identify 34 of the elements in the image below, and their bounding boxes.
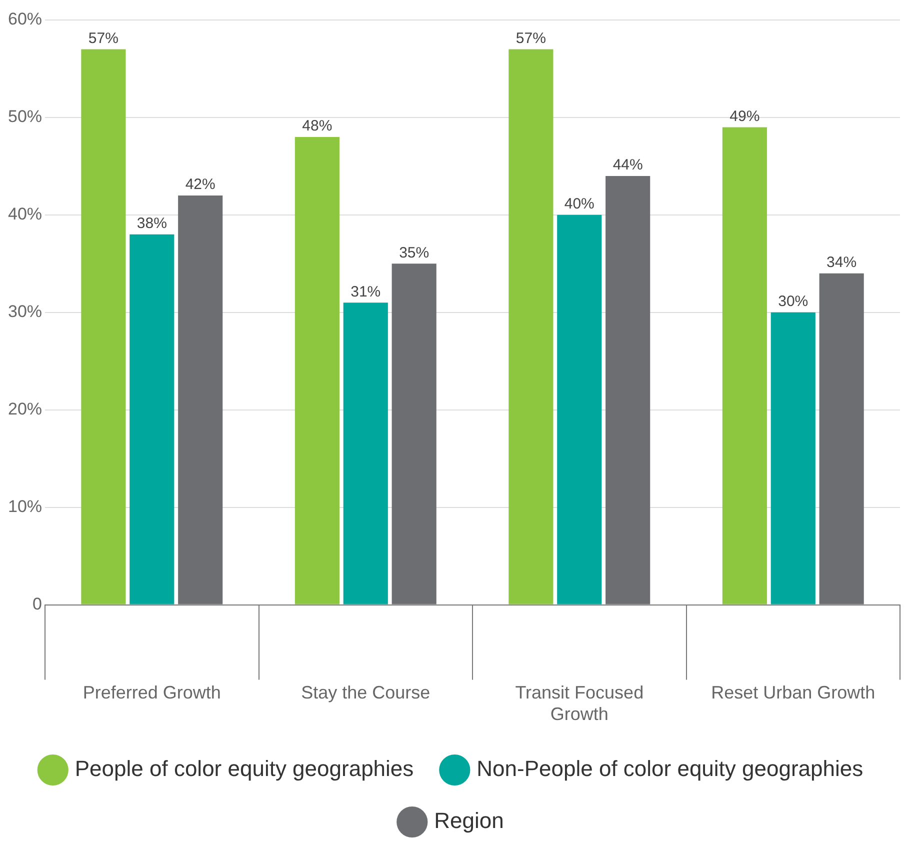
y-tick-label: 40%: [8, 204, 42, 224]
data-label: 30%: [778, 293, 808, 310]
y-tick-label: 20%: [8, 400, 42, 419]
data-label: 57%: [516, 30, 546, 47]
x-tick-label: Transit Focused Growth: [515, 682, 644, 724]
y-tick-label: 10%: [8, 497, 42, 516]
bar: [770, 312, 816, 604]
bar: [722, 127, 767, 604]
data-label: 34%: [826, 254, 857, 272]
data-label: 35%: [399, 244, 430, 262]
y-tick-label: 50%: [8, 107, 42, 126]
y-tick-label: 0: [32, 594, 42, 614]
bar: [343, 302, 388, 604]
bar: [508, 49, 554, 604]
legend-label: Non-People of color equity geographies: [476, 756, 864, 782]
data-label: 48%: [302, 118, 332, 135]
data-label: 57%: [88, 30, 118, 47]
legend-label: Region: [434, 808, 504, 834]
bar: [81, 49, 126, 604]
bar: [294, 136, 340, 604]
data-label: 31%: [350, 283, 381, 300]
legend-label: People of color equity geographies: [74, 756, 414, 782]
data-label: 42%: [185, 176, 216, 194]
x-tick-label: Preferred Growth: [82, 682, 221, 703]
data-label: 44%: [612, 156, 643, 174]
data-label: 49%: [730, 108, 760, 125]
x-tick-label: Stay the Course: [301, 682, 430, 703]
y-tick-label: 30%: [8, 302, 42, 322]
bar: [557, 214, 602, 604]
bar: [130, 234, 174, 604]
data-label: 40%: [564, 196, 594, 213]
data-label: 38%: [136, 215, 167, 232]
x-tick-label: Reset Urban Growth: [711, 682, 876, 703]
y-tick-label: 60%: [8, 10, 42, 29]
